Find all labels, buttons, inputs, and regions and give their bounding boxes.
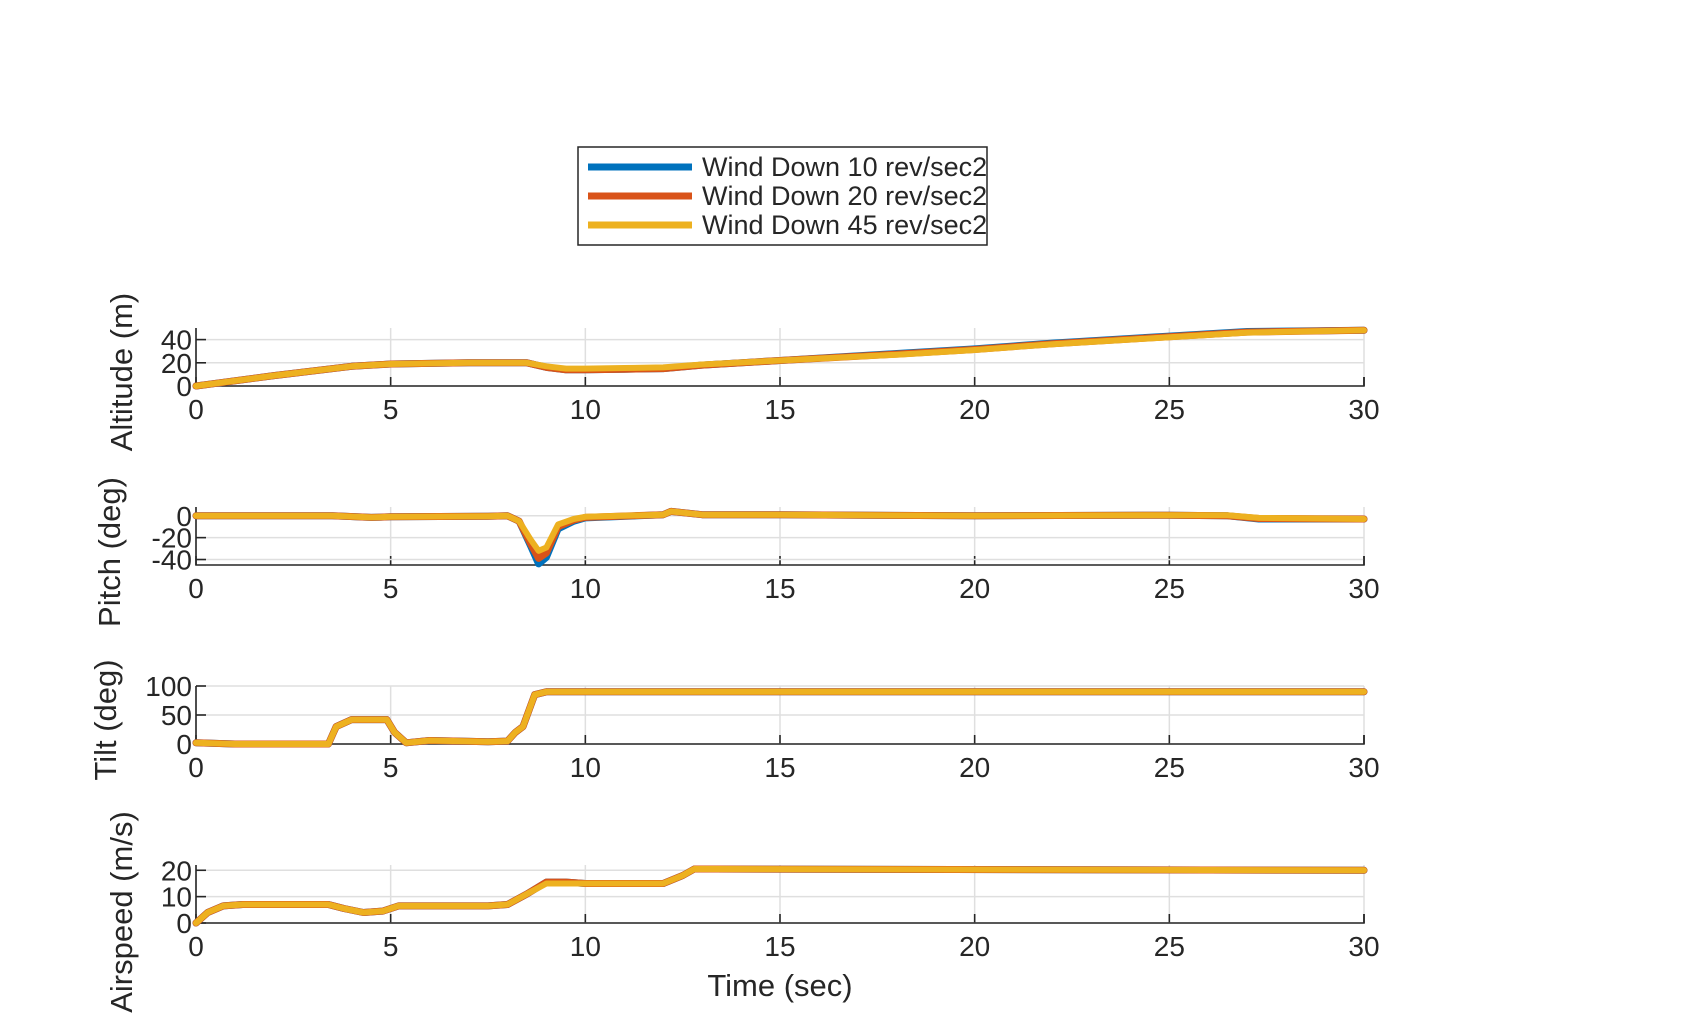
y-tick-label: 100	[145, 671, 192, 702]
y-tick-label: 0	[176, 371, 192, 402]
y-axis-label: Altitude (m)	[104, 293, 139, 451]
y-axis-label: Airspeed (m/s)	[104, 811, 139, 1013]
legend-label-0: Wind Down 10 rev/sec2	[702, 152, 987, 182]
axis-frame	[195, 507, 1365, 566]
x-tick-label: 30	[1348, 573, 1379, 604]
x-tick-label: 0	[188, 752, 204, 783]
x-tick-label: 10	[570, 394, 601, 425]
x-tick-label: 0	[188, 573, 204, 604]
x-tick-label: 0	[188, 931, 204, 962]
tilt-series-45	[193, 688, 1367, 747]
y-tick-label: 40	[161, 325, 192, 356]
x-tick-label: 15	[764, 931, 795, 962]
x-tick-label: 30	[1348, 752, 1379, 783]
x-tick-label: 20	[959, 752, 990, 783]
x-tick-label: 20	[959, 573, 990, 604]
altitude-series-45	[193, 327, 1367, 389]
y-tick-label: 0	[176, 501, 192, 532]
x-tick-label: 25	[1154, 931, 1185, 962]
x-tick-label: 15	[764, 573, 795, 604]
x-tick-label: 10	[570, 931, 601, 962]
x-tick-label: 10	[570, 573, 601, 604]
axis-frame	[195, 686, 1365, 745]
pitch-series-45	[193, 508, 1367, 554]
x-tick-label: 5	[383, 573, 399, 604]
x-tick-label: 15	[764, 752, 795, 783]
y-tick-label: 10	[161, 882, 192, 913]
legend: Wind Down 10 rev/sec2 Wind Down 20 rev/s…	[577, 146, 988, 246]
y-tick-label: 50	[161, 700, 192, 731]
x-tick-label: 30	[1348, 931, 1379, 962]
y-tick-label: 0	[176, 729, 192, 760]
x-tick-label: 5	[383, 931, 399, 962]
x-tick-label: 20	[959, 931, 990, 962]
y-tick-label: 20	[161, 855, 192, 886]
x-tick-label: 25	[1154, 752, 1185, 783]
y-tick-label: -20	[152, 523, 192, 554]
legend-label-1: Wind Down 20 rev/sec2	[702, 181, 987, 211]
x-axis-label: Time (sec)	[707, 968, 852, 1003]
axis-frame	[195, 328, 1365, 387]
x-tick-label: 0	[188, 394, 204, 425]
x-tick-label: 5	[383, 394, 399, 425]
x-tick-label: 20	[959, 394, 990, 425]
x-tick-label: 25	[1154, 394, 1185, 425]
airspeed-series-45	[193, 866, 1367, 926]
y-tick-label: 0	[176, 908, 192, 939]
y-axis-label: Pitch (deg)	[92, 477, 127, 627]
x-tick-label: 15	[764, 394, 795, 425]
x-tick-label: 5	[383, 752, 399, 783]
y-tick-label: 20	[161, 348, 192, 379]
x-tick-label: 30	[1348, 394, 1379, 425]
y-axis-label: Tilt (deg)	[88, 659, 123, 780]
y-tick-label: -40	[152, 545, 192, 576]
x-tick-label: 25	[1154, 573, 1185, 604]
axis-frame	[195, 865, 1365, 924]
legend-label-2: Wind Down 45 rev/sec2	[702, 210, 987, 240]
x-tick-label: 10	[570, 752, 601, 783]
